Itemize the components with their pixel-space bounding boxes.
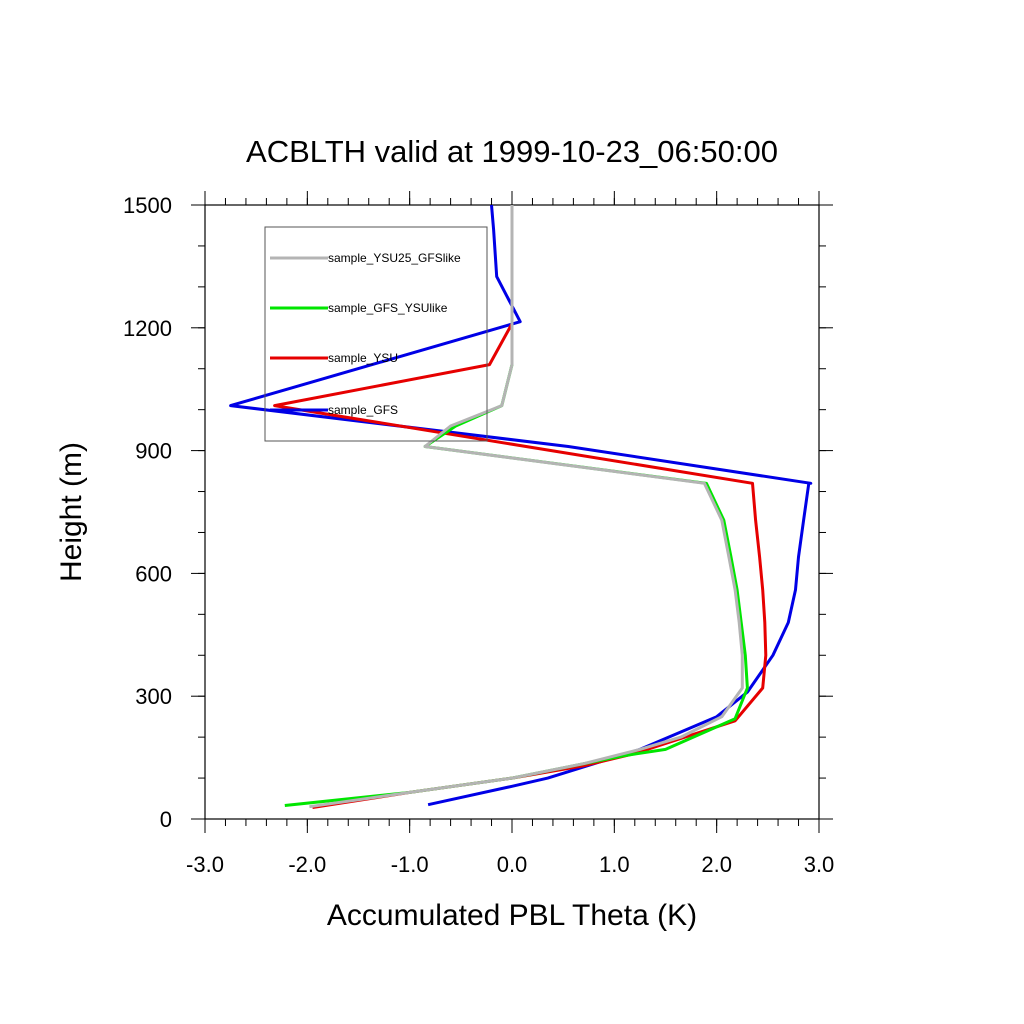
chart-title: ACBLTH valid at 1999-10-23_06:50:00 (246, 134, 778, 169)
x-tick-label: -3.0 (186, 852, 224, 877)
series-line-sample_YSU (273, 322, 768, 809)
y-tick-label: 900 (135, 439, 172, 464)
x-tick-label: -2.0 (288, 852, 326, 877)
legend-label-sample_YSU25_GFSlike: sample_YSU25_GFSlike (328, 251, 461, 265)
legend-label-sample_GFS_YSUlike: sample_GFS_YSUlike (328, 301, 448, 315)
legend: sample_YSU25_GFSlike sample_GFS_YSUlikesa… (264, 226, 488, 442)
legend-label-sample_GFS: sample_GFS (328, 403, 398, 417)
plot-area: -3.0 -2.0 -1.0 0.0 1.0 2.0 3.0 0 300 600 900 1200 15… (123, 191, 834, 877)
x-tick-label: 1.0 (599, 852, 630, 877)
y-tick-label: 1200 (123, 316, 172, 341)
y-tick-label: 600 (135, 561, 172, 586)
y-tick-label: 300 (135, 684, 172, 709)
x-tick-label: 2.0 (701, 852, 732, 877)
legend-label-sample_YSU: sample_YSU (328, 351, 398, 365)
x-tick-label: 0.0 (497, 852, 528, 877)
x-tick-label: 3.0 (804, 852, 835, 877)
series-line-sample_GFS_YSUlike (284, 205, 749, 807)
y-tick-label: 0 (160, 807, 172, 832)
y-axis-label: Height (m) (55, 442, 88, 582)
y-tick-label: 1500 (123, 193, 172, 218)
series-layer (229, 204, 813, 809)
x-tick-label: -1.0 (391, 852, 429, 877)
legend-box (264, 226, 488, 442)
series-line-sample_YSU25_GFSlike (309, 205, 744, 809)
x-axis-label: Accumulated PBL Theta (K) (327, 899, 697, 932)
